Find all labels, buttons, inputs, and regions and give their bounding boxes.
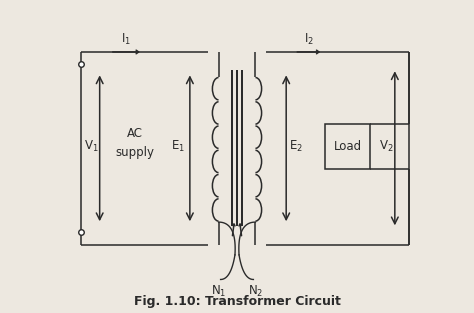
Text: I$_2$: I$_2$ <box>304 32 314 47</box>
Text: V$_2$: V$_2$ <box>379 139 394 154</box>
Text: E$_1$: E$_1$ <box>171 139 184 154</box>
Text: V$_1$: V$_1$ <box>84 139 99 154</box>
Text: I$_1$: I$_1$ <box>121 32 131 47</box>
Text: supply: supply <box>115 146 154 159</box>
Text: N$_2$: N$_2$ <box>248 284 263 299</box>
Text: E$_2$: E$_2$ <box>290 139 303 154</box>
Text: Fig. 1.10: Transformer Circuit: Fig. 1.10: Transformer Circuit <box>134 295 340 308</box>
FancyBboxPatch shape <box>325 124 370 169</box>
Text: Load: Load <box>334 140 362 153</box>
Text: N$_1$: N$_1$ <box>211 284 226 299</box>
Text: AC: AC <box>127 127 143 141</box>
